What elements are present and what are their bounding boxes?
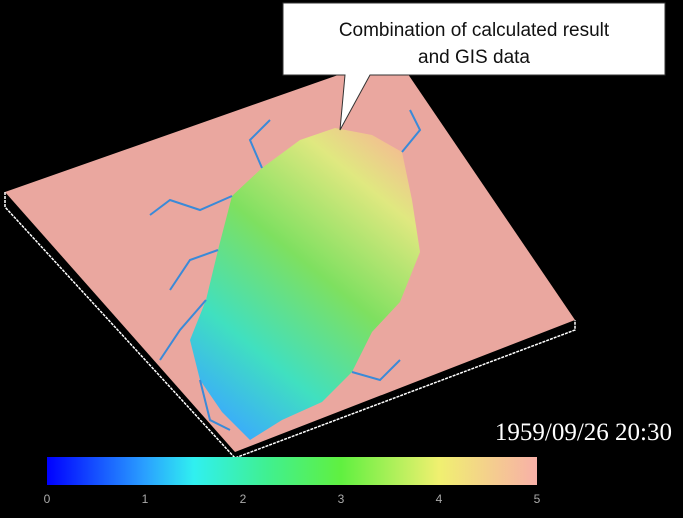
visualization: Combination of calculated result and GIS…	[0, 0, 683, 518]
colorbar-tick-label: 4	[436, 492, 443, 506]
colorbar-tick-label: 0	[44, 492, 51, 506]
callout-line: Combination of calculated result	[339, 20, 610, 41]
colorbar	[47, 457, 537, 485]
colorbar-tick-label: 3	[338, 492, 345, 506]
colorbar-tick-label: 5	[534, 492, 541, 506]
timestamp: 1959/09/26 20:30	[495, 419, 672, 446]
callout-line: and GIS data	[418, 47, 530, 68]
colorbar-tick-label: 2	[240, 492, 247, 506]
colorbar-tick-label: 1	[142, 492, 149, 506]
